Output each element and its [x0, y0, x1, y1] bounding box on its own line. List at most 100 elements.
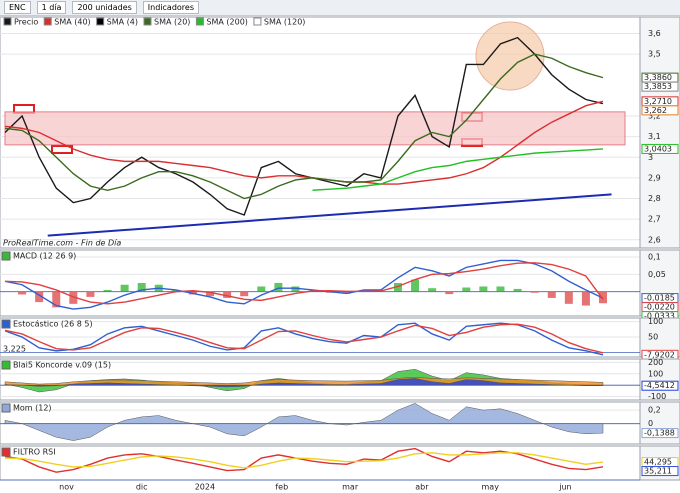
last-value-box — [641, 380, 679, 391]
y-tick-label: 0 — [648, 419, 653, 428]
last-value-label: 3,2710 — [644, 97, 672, 106]
legend-label: Precio — [14, 18, 38, 27]
y-tick-label: -100 — [648, 392, 666, 401]
y-tick-label: 0,1 — [648, 252, 661, 261]
histogram-bar — [393, 283, 402, 292]
last-value-label: 3,3853 — [644, 82, 672, 91]
period[interactable]: 1 día — [36, 1, 67, 14]
last-value-label: -7,9202 — [644, 350, 675, 359]
indicators[interactable]: Indicadores — [142, 1, 200, 14]
area — [4, 403, 604, 441]
y-tick-label: 3 — [648, 153, 653, 162]
line — [4, 53, 604, 200]
toolbar: ENC 1 día 200 unidades Indicadores — [0, 0, 680, 16]
last-value-label: -0,0220 — [644, 303, 675, 312]
y-tick-label: 100 — [648, 317, 663, 326]
last-value-label: 3,3860 — [644, 73, 672, 82]
panel — [0, 249, 641, 317]
symbol[interactable]: ENC — [4, 1, 31, 14]
last-value-label: -0,0185 — [644, 294, 675, 303]
y-tick-label: 200 — [648, 358, 663, 367]
line — [4, 262, 604, 305]
panel-title-bg — [1, 319, 11, 329]
histogram-bar — [52, 291, 61, 308]
histogram-bar — [206, 291, 215, 297]
panel-title: Mom (12) — [13, 404, 52, 413]
y-tick-label: 3,5 — [648, 50, 661, 59]
y-tick-label: 3,6 — [648, 29, 661, 38]
histogram-bar — [35, 291, 44, 303]
y-tick-label: 100 — [648, 369, 663, 378]
histogram-bar — [445, 291, 454, 295]
legend-swatch — [143, 17, 152, 26]
y-tick-label: 2,9 — [648, 173, 661, 182]
histogram-bar — [411, 279, 420, 292]
panel-title: Estocástico (26 8 5) — [13, 320, 93, 329]
histogram-bar — [257, 286, 266, 292]
histogram-bar — [223, 291, 232, 298]
x-tick-label: dic — [136, 483, 148, 492]
area — [4, 378, 604, 388]
histogram-bar — [274, 283, 283, 292]
line — [312, 148, 604, 191]
last-value-box — [641, 105, 679, 116]
legend-swatch — [195, 17, 204, 26]
y-tick-label: 2,6 — [648, 235, 661, 244]
line — [4, 447, 604, 473]
left-label: 3,225 — [3, 345, 26, 354]
histogram-bar — [240, 291, 249, 297]
histogram-bar — [547, 291, 556, 298]
panel-title: FILTRO RSI — [13, 448, 56, 457]
highlight-circle — [475, 21, 545, 91]
legend-label: SMA (120) — [264, 18, 306, 27]
last-value-label: 44,295 — [644, 458, 672, 467]
legend-label: SMA (200) — [206, 18, 248, 27]
y-tick-label: 50 — [648, 333, 658, 342]
last-value-box — [641, 143, 679, 154]
units[interactable]: 200 unidades — [72, 1, 137, 14]
panel-title: Blai5 Koncorde v.09 (15) — [13, 361, 111, 370]
x-tick-label: abr — [415, 483, 429, 492]
panel-title-bg — [1, 251, 11, 261]
histogram-bar — [69, 291, 78, 304]
last-value-box — [641, 81, 679, 92]
line — [4, 36, 604, 216]
legend-swatch — [3, 17, 12, 26]
axis-panel — [639, 16, 680, 249]
histogram-bar — [137, 283, 146, 292]
x-tick-label: feb — [275, 483, 288, 492]
panel-title: MACD (12 26 9) — [13, 252, 76, 261]
legend-label: SMA (40) — [54, 18, 90, 27]
histogram-bar — [564, 291, 573, 304]
y-tick-label: 0,2 — [648, 406, 661, 415]
legend-swatch — [43, 17, 52, 26]
trend-line — [47, 193, 612, 237]
histogram-bar — [103, 289, 112, 292]
x-tick-label: mar — [342, 483, 359, 492]
last-value-label: 3,0403 — [644, 144, 672, 153]
last-value-label: 35,211 — [644, 467, 672, 476]
histogram-bar — [479, 286, 488, 292]
last-value-label: -4,5412 — [644, 381, 675, 390]
x-tick-label: jun — [558, 483, 571, 492]
line — [4, 322, 604, 356]
histogram-bar — [428, 288, 437, 292]
histogram-bar — [513, 288, 522, 292]
y-tick-label: 3,2 — [648, 112, 661, 121]
support-zone — [4, 111, 626, 146]
panel-title-bg — [1, 360, 11, 370]
last-value-label: -0,1388 — [644, 429, 675, 438]
histogram-bar — [530, 291, 539, 293]
histogram-bar — [291, 286, 300, 292]
y-tick-label: 2,8 — [648, 194, 661, 203]
last-value-label: -0,0333 — [644, 312, 675, 321]
histogram-bar — [120, 284, 129, 292]
histogram-bar — [462, 287, 471, 292]
line — [4, 323, 604, 354]
source-note: ProRealTime.com - Fin de Día — [3, 239, 121, 248]
y-tick-label: 3,1 — [648, 132, 661, 141]
line — [4, 452, 604, 469]
panel-title-bg — [1, 403, 11, 413]
histogram-bar — [496, 286, 505, 292]
